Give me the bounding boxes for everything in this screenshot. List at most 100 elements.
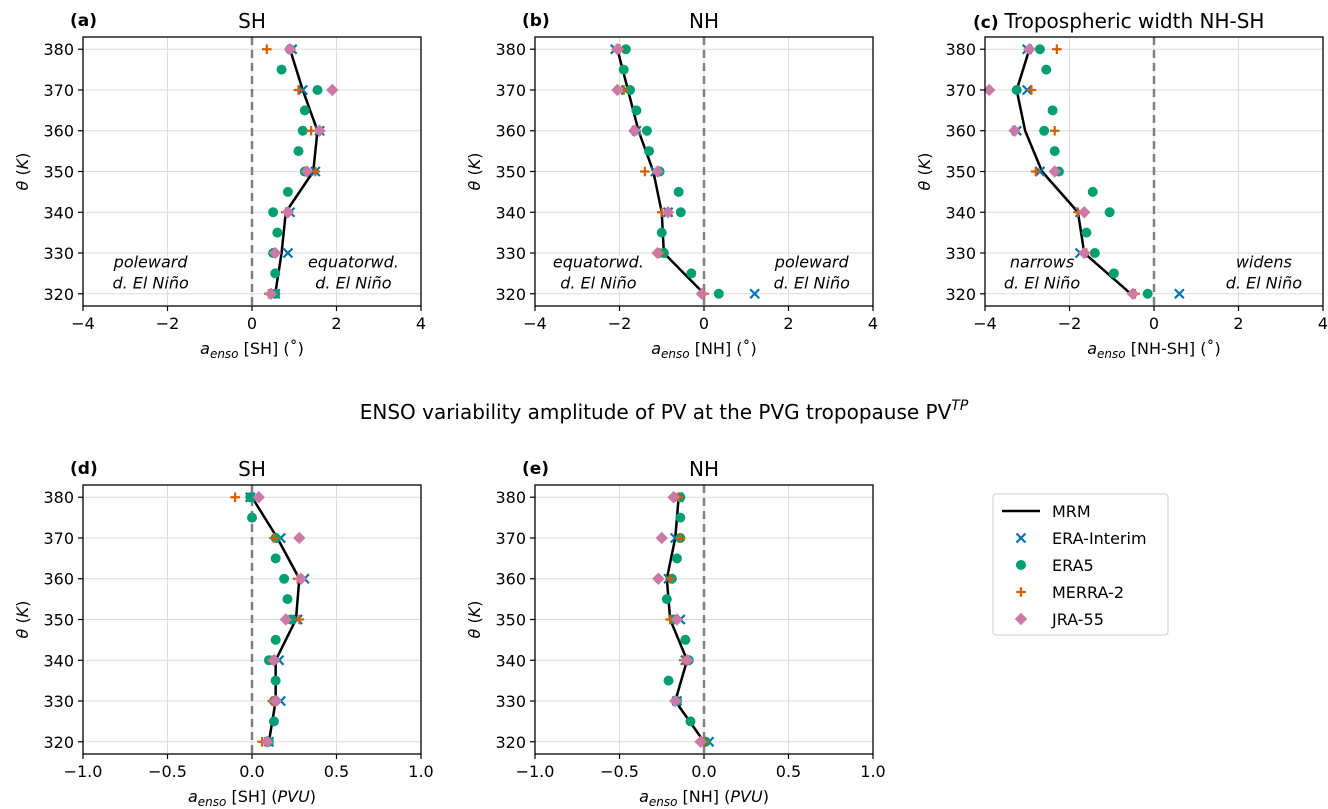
x-tick-label: −2 bbox=[1058, 314, 1082, 333]
point-jra-55 bbox=[670, 613, 684, 626]
y-tick-label: 340 bbox=[495, 651, 526, 670]
point-era5 bbox=[272, 227, 283, 238]
point-jra-55 bbox=[1078, 246, 1091, 260]
point-era5 bbox=[685, 716, 696, 727]
y-tick-label: 330 bbox=[945, 244, 976, 263]
y-tick-label: 340 bbox=[495, 203, 526, 222]
x-axis-label: aenso [SH] (PVU) bbox=[188, 787, 316, 809]
point-era5 bbox=[641, 125, 652, 136]
y-tick-label: 370 bbox=[495, 529, 526, 548]
legend-circle-icon bbox=[1016, 560, 1026, 570]
point-jra-55 bbox=[1126, 287, 1140, 300]
point-jra-55 bbox=[651, 246, 664, 260]
y-tick-label: 320 bbox=[945, 285, 976, 304]
x-tick-label: −4 bbox=[973, 314, 997, 333]
y-tick-label: 330 bbox=[495, 692, 526, 711]
point-era-interim bbox=[749, 288, 760, 300]
y-tick-label: 340 bbox=[43, 651, 74, 670]
x-tick-label: −1.0 bbox=[64, 762, 103, 781]
point-era5 bbox=[245, 492, 256, 503]
point-jra-55 bbox=[252, 491, 265, 504]
point-era-interim bbox=[1174, 288, 1185, 300]
point-merra-2 bbox=[261, 44, 272, 55]
point-jra-55 bbox=[661, 206, 675, 219]
annotation-text: equatorwd. bbox=[553, 253, 644, 272]
point-era5 bbox=[299, 105, 310, 116]
panel-title: (c) Tropospheric width NH-SH bbox=[973, 9, 1264, 33]
point-era5 bbox=[282, 186, 293, 197]
y-tick-label: 360 bbox=[495, 570, 526, 589]
point-era5 bbox=[279, 573, 290, 584]
point-era5 bbox=[268, 716, 279, 727]
y-tick-label: 380 bbox=[43, 40, 74, 59]
legend-diamond-icon bbox=[1014, 612, 1028, 626]
annotation-text: d. El Niño bbox=[315, 274, 392, 293]
x-tick-label: −4 bbox=[523, 314, 547, 333]
y-tick-label: 380 bbox=[495, 488, 526, 507]
point-jra-55 bbox=[264, 287, 278, 300]
point-jra-55 bbox=[628, 124, 641, 137]
point-jra-55 bbox=[651, 165, 664, 178]
point-era5 bbox=[675, 512, 686, 523]
chart-panel-3: narrows d. El Niño widens d. El Niño −4 −2 0 2 4… bbox=[915, 9, 1328, 361]
point-era5 bbox=[1049, 146, 1060, 157]
legend-x-icon bbox=[1015, 532, 1027, 544]
legend-label: ERA5 bbox=[1052, 556, 1094, 575]
x-tick-label: 4 bbox=[868, 314, 878, 333]
panel-label: (d) bbox=[70, 459, 98, 479]
chart-panel-5: −1.0 −0.5 0.0 0.5 1.0 320 330 340 350 360 370 380 ae… bbox=[465, 457, 886, 809]
point-era5 bbox=[671, 553, 682, 564]
point-jra-55 bbox=[269, 694, 282, 708]
point-jra-55 bbox=[611, 43, 624, 56]
legend-label: MRM bbox=[1052, 502, 1091, 521]
x-axis-label: aenso [SH] (˚) bbox=[200, 339, 304, 361]
y-tick-label: 370 bbox=[43, 529, 74, 548]
panel-title: NH bbox=[689, 457, 719, 481]
point-era5 bbox=[1011, 84, 1022, 95]
x-tick-label: 0.0 bbox=[239, 762, 264, 781]
annotation-text: widens bbox=[1236, 253, 1292, 272]
y-tick-label: 360 bbox=[43, 122, 74, 141]
legend-entry-jra-55: JRA-55 bbox=[1014, 610, 1104, 629]
point-jra-55 bbox=[680, 654, 694, 667]
point-era5 bbox=[625, 84, 636, 95]
point-merra-2 bbox=[640, 166, 650, 177]
legend-entry-merra-2: MERRA-2 bbox=[1016, 583, 1124, 602]
y-tick-label: 370 bbox=[945, 81, 976, 100]
point-era5 bbox=[686, 268, 697, 279]
point-merra-2 bbox=[1049, 125, 1060, 136]
annotation-text: d. El Niño bbox=[112, 274, 189, 293]
x-tick-label: −2 bbox=[608, 314, 632, 333]
x-tick-label: 0.5 bbox=[776, 762, 801, 781]
point-jra-55 bbox=[279, 613, 292, 626]
point-era5 bbox=[673, 186, 684, 197]
panel-label: (e) bbox=[522, 459, 549, 479]
y-tick-label: 380 bbox=[945, 40, 976, 59]
point-era5 bbox=[270, 268, 281, 279]
point-era5 bbox=[1034, 44, 1045, 55]
point-merra-2 bbox=[675, 533, 686, 543]
y-axis-label: θ (K) bbox=[465, 601, 484, 639]
legend-entry-era-interim: ERA-Interim bbox=[1015, 529, 1147, 548]
point-jra-55 bbox=[326, 83, 339, 97]
point-merra-2 bbox=[1026, 85, 1037, 95]
x-axis-label: aenso [NH] (PVU) bbox=[639, 787, 769, 809]
point-era5 bbox=[247, 512, 257, 523]
point-jra-55 bbox=[1078, 206, 1091, 219]
point-era5 bbox=[276, 64, 287, 75]
point-jra-55 bbox=[293, 531, 306, 545]
x-tick-label: −1.0 bbox=[516, 762, 555, 781]
y-tick-label: 330 bbox=[43, 244, 74, 263]
y-axis-label: θ (K) bbox=[915, 153, 934, 191]
legend-label: JRA-55 bbox=[1051, 610, 1104, 629]
annotation-text: d. El Niño bbox=[1226, 274, 1303, 293]
x-axis-label: aenso [NH-SH] (˚) bbox=[1087, 339, 1221, 361]
y-axis-label: θ (K) bbox=[465, 153, 484, 191]
point-era5 bbox=[656, 227, 667, 238]
x-tick-label: −2 bbox=[156, 314, 180, 333]
x-tick-label: 1.0 bbox=[860, 762, 885, 781]
legend-frame bbox=[992, 493, 1169, 636]
point-jra-55 bbox=[652, 572, 665, 585]
annotation-text: poleward bbox=[113, 253, 189, 272]
point-era5 bbox=[675, 207, 686, 218]
